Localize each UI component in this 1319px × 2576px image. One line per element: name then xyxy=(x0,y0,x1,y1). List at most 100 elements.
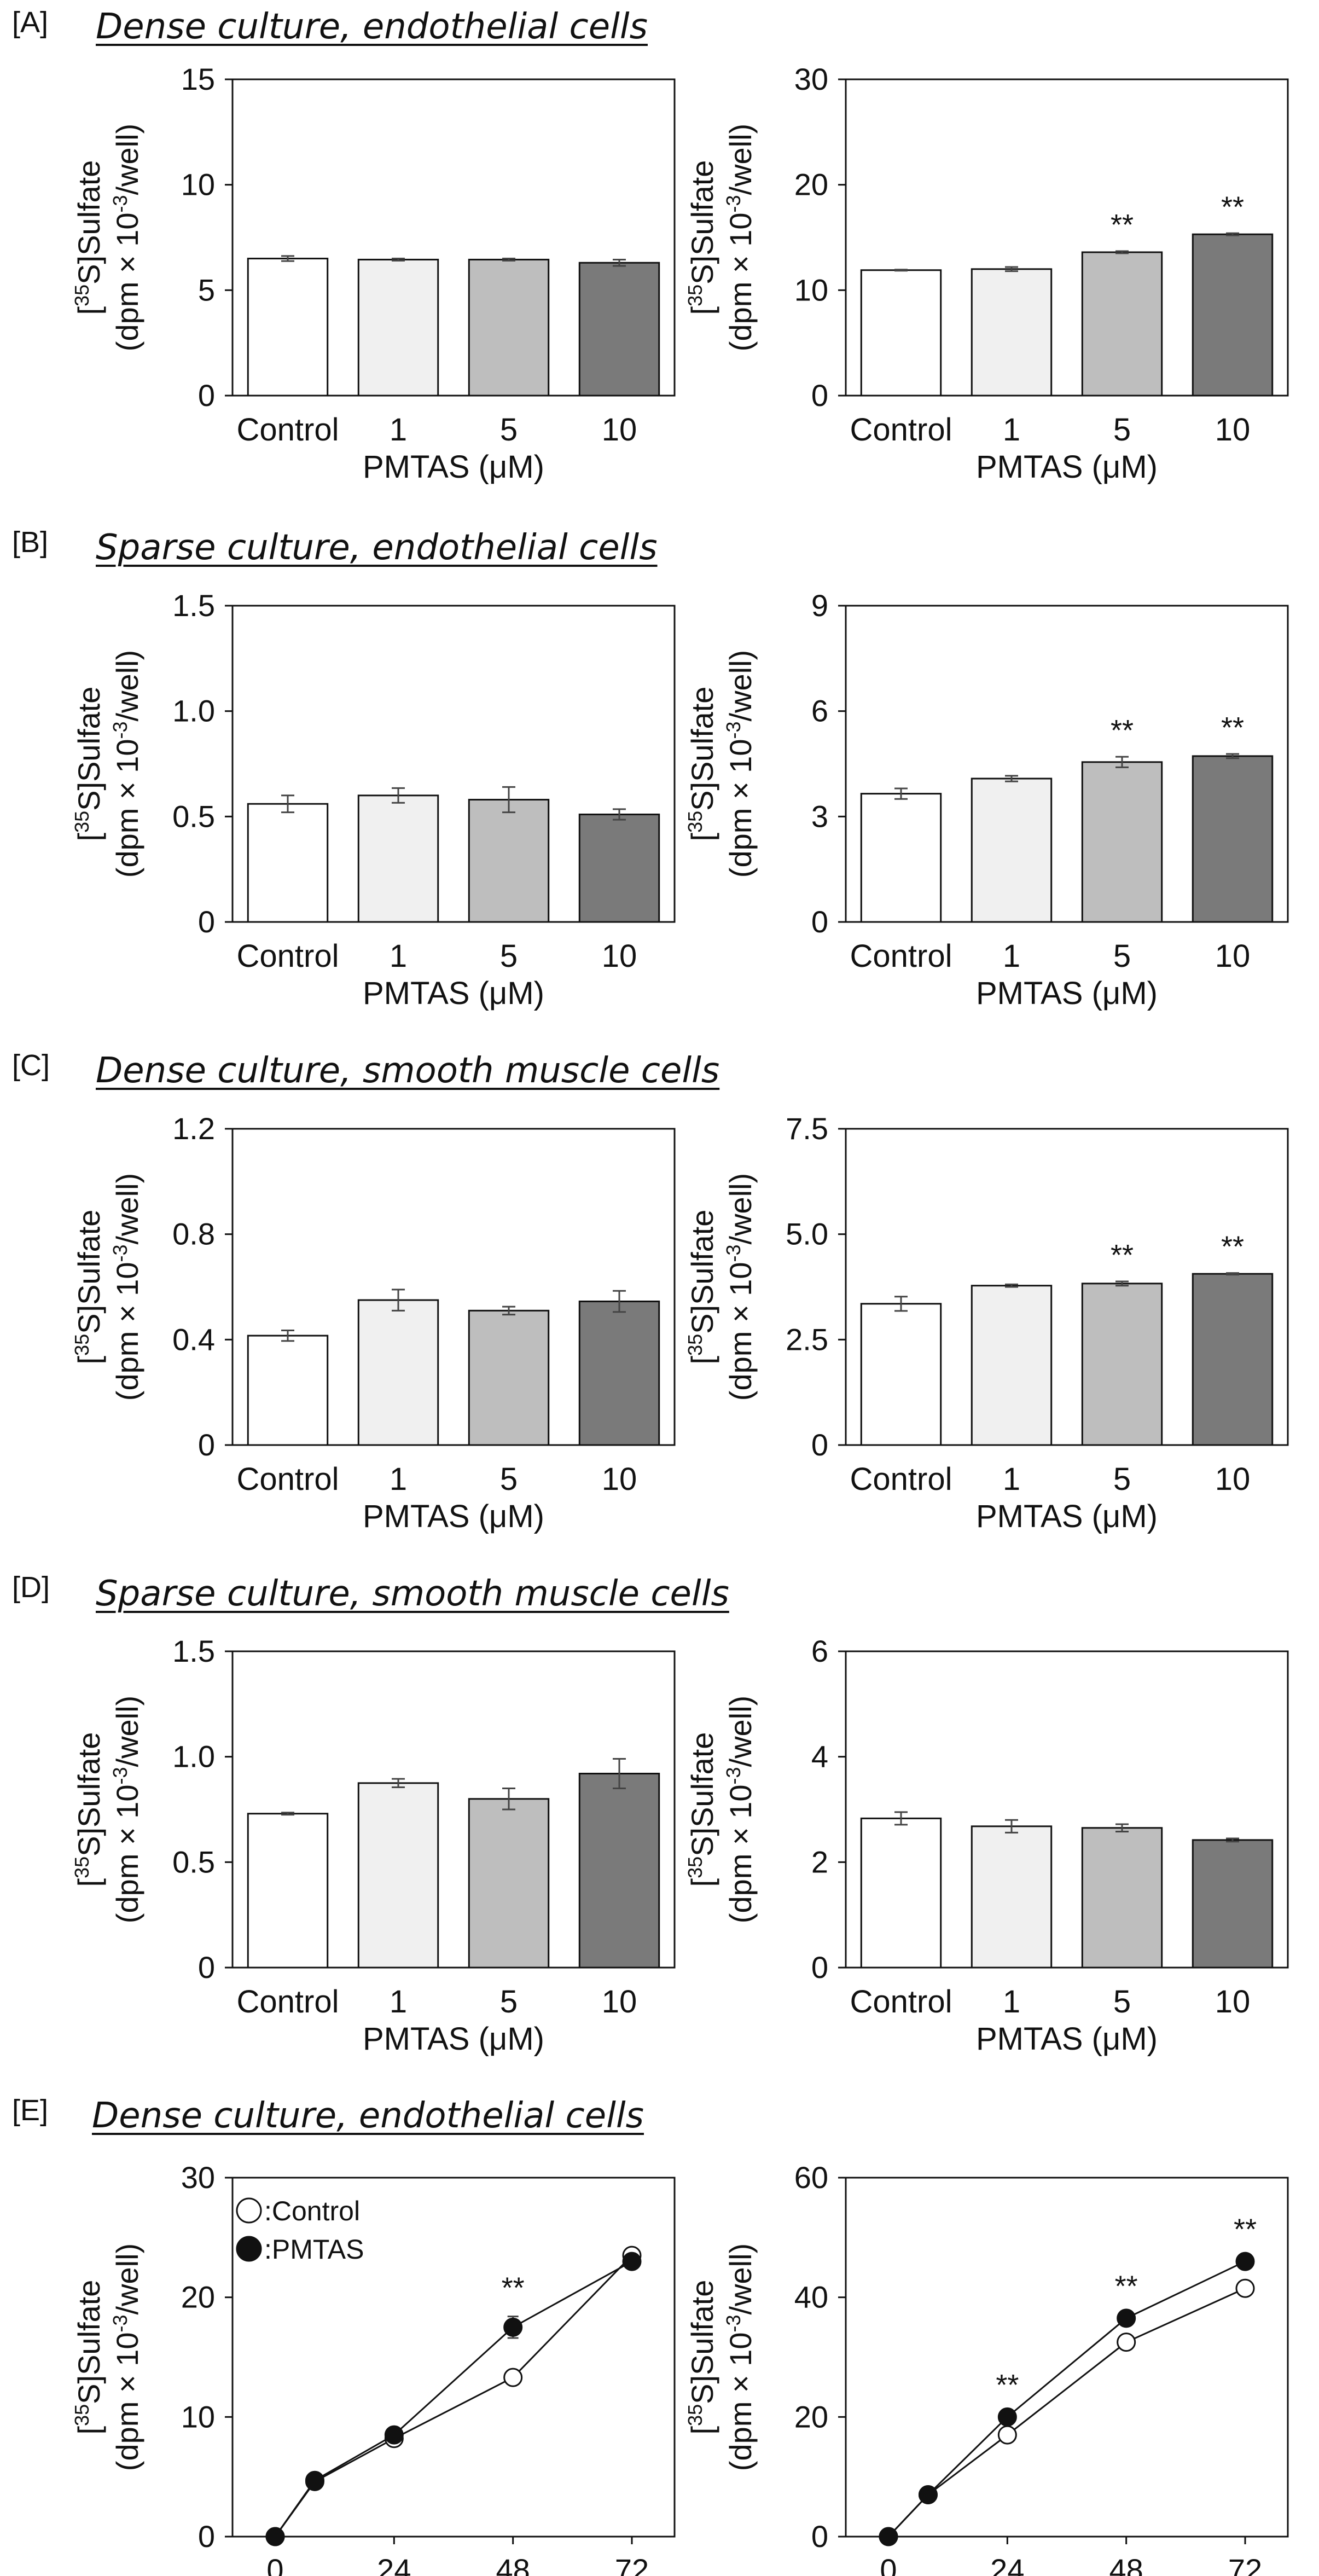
significance-marker: ** xyxy=(502,2272,525,2305)
x-tick-label: 10 xyxy=(602,1984,637,2020)
data-point-pmtas xyxy=(997,2407,1017,2427)
plot-frame xyxy=(845,78,1289,397)
y-tick-label: 10 xyxy=(794,272,828,307)
x-tick-label: 1 xyxy=(390,1461,407,1497)
series-line-control xyxy=(887,2287,1246,2538)
x-axis-label: PMTAS (μM) xyxy=(363,449,544,485)
x-axis-label: PMTAS (μM) xyxy=(976,449,1158,485)
y-tick-label: 2.5 xyxy=(786,1322,828,1356)
bar-10 xyxy=(578,262,660,397)
x-tick-label: Control xyxy=(237,1984,339,2020)
data-point-pmtas xyxy=(1235,2252,1255,2271)
data-point-pmtas xyxy=(879,2527,898,2546)
x-tick-label: 5 xyxy=(500,938,518,974)
y-tick-label: 6 xyxy=(811,1634,828,1668)
bar-1 xyxy=(357,1299,439,1446)
x-tick-label: 1 xyxy=(1003,938,1020,974)
x-tick-label: 10 xyxy=(602,1461,637,1497)
y-tick-label: 1.5 xyxy=(172,588,215,623)
significance-marker: ** xyxy=(1221,1231,1244,1263)
y-tick-label: 6 xyxy=(811,694,828,728)
x-tick-label: 5 xyxy=(500,1984,518,2020)
y-axis-label: [35S]Sulfate (dpm × 10-3/well) xyxy=(684,2243,758,2471)
plot-frame xyxy=(231,605,676,923)
legend-marker-pmtas xyxy=(236,2236,262,2262)
y-tick-label: 0 xyxy=(198,2519,215,2554)
y-tick-label: 20 xyxy=(181,2280,215,2314)
y-tick-label: 30 xyxy=(181,2160,215,2195)
x-tick-label: 10 xyxy=(1215,1984,1251,2020)
x-tick-label: 48 xyxy=(1109,2552,1143,2576)
x-tick-label: 72 xyxy=(1228,2552,1262,2576)
plot-frame xyxy=(231,1128,676,1446)
y-axis-label: [35S]Sulfate (dpm × 10-3/well) xyxy=(71,124,144,351)
bar-1 xyxy=(971,778,1053,923)
y-tick-label: 0 xyxy=(811,2519,828,2554)
y-axis-label: [35S]Sulfate (dpm × 10-3/well) xyxy=(71,1173,144,1401)
bar-control xyxy=(860,269,942,397)
x-tick-label: Control xyxy=(850,938,952,974)
y-axis-label: [35S]Sulfate (dpm × 10-3/well) xyxy=(71,650,144,878)
significance-marker: ** xyxy=(1221,711,1244,744)
significance-marker: ** xyxy=(1111,714,1134,747)
x-tick-label: 72 xyxy=(615,2552,649,2576)
plot-frame xyxy=(231,2177,676,2538)
panel-a-label: [A] xyxy=(12,6,49,39)
y-tick-label: 5 xyxy=(198,272,215,307)
y-tick-label: 0 xyxy=(198,1950,215,1985)
plot-frame xyxy=(231,1650,676,1969)
panel-b-label: [B] xyxy=(12,526,49,559)
x-tick-label: Control xyxy=(850,1984,952,2020)
y-tick-label: 0.8 xyxy=(172,1217,215,1251)
bar-control xyxy=(247,1335,329,1446)
significance-marker: ** xyxy=(1221,190,1244,223)
bar-1 xyxy=(971,1285,1053,1446)
data-point-pmtas xyxy=(1117,2308,1136,2328)
y-tick-label: 10 xyxy=(181,2399,215,2434)
data-point-pmtas xyxy=(265,2527,285,2546)
bar-5 xyxy=(468,258,550,397)
bar-10 xyxy=(1192,755,1274,923)
x-tick-label: 5 xyxy=(1113,1984,1131,2020)
y-axis-label: [35S]Sulfate (dpm × 10-3/well) xyxy=(684,650,758,878)
data-point-control xyxy=(1235,2278,1255,2298)
bar-control xyxy=(860,793,942,923)
chart-c-left: 0 0.4 0.8 1.2 [35S]Sulfate (dpm × 10-3/well) C… xyxy=(71,1111,676,1534)
panel-e-title: Dense culture, endothelial cells xyxy=(92,2096,644,2136)
y-tick-label: 1.2 xyxy=(172,1111,215,1146)
panel-c-title: Dense culture, smooth muscle cells xyxy=(96,1051,720,1091)
chart-a-right: 0 10 20 30 [35S]Sulfate (dpm × 10-3/well) Cont… xyxy=(684,62,1289,485)
panel-a-title: Dense culture, endothelial cells xyxy=(96,7,648,47)
y-tick-label: 0 xyxy=(811,378,828,413)
chart-b-right: 0 3 6 9 [35S]Sulfate (dpm × 10-3/well) Control… xyxy=(684,588,1289,1011)
x-tick-label: 1 xyxy=(390,412,407,448)
data-point-control xyxy=(997,2425,1017,2445)
bar-5 xyxy=(1081,761,1163,923)
bar-5 xyxy=(468,1798,550,1969)
significance-marker: ** xyxy=(1234,2213,1257,2246)
bar-10 xyxy=(1192,1273,1274,1446)
x-axis-label: PMTAS (μM) xyxy=(363,976,544,1011)
bar-control xyxy=(247,803,329,923)
x-tick-label: 5 xyxy=(500,1461,518,1497)
significance-marker: ** xyxy=(1115,2270,1138,2302)
bar-10 xyxy=(578,813,660,923)
legend-label: :PMTAS xyxy=(264,2234,364,2265)
y-tick-label: 20 xyxy=(794,2399,828,2434)
bar-1 xyxy=(357,258,439,397)
plot-frame xyxy=(231,78,676,397)
bar-1 xyxy=(357,794,439,923)
x-tick-label: 5 xyxy=(1113,1461,1131,1497)
bar-5 xyxy=(1081,1827,1163,1969)
x-tick-label: 24 xyxy=(377,2552,411,2576)
y-tick-label: 60 xyxy=(794,2160,828,2195)
panel-c-label: [C] xyxy=(12,1049,50,1082)
y-axis-label: [35S]Sulfate (dpm × 10-3/well) xyxy=(71,2243,144,2471)
x-tick-label: 1 xyxy=(1003,1984,1020,2020)
data-point-pmtas xyxy=(384,2425,404,2445)
x-tick-label: 1 xyxy=(390,1984,407,2020)
y-tick-label: 0.5 xyxy=(172,799,215,833)
x-tick-label: 1 xyxy=(1003,412,1020,448)
bar-control xyxy=(247,258,329,397)
